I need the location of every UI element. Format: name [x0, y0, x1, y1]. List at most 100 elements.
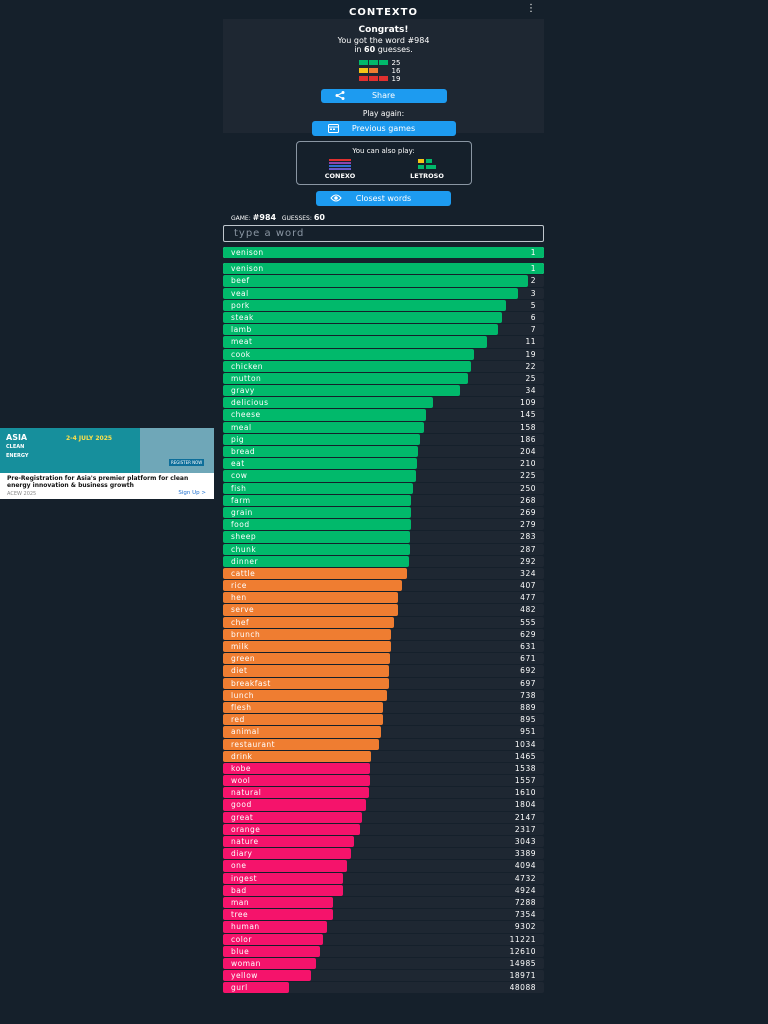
- guess-word: pig: [231, 434, 245, 444]
- guess-row: ingest 4732: [223, 872, 544, 884]
- guess-row: yellow 18971: [223, 970, 544, 982]
- guess-bar: [223, 848, 352, 860]
- guess-row: steak 6: [223, 311, 544, 324]
- guess-word: diet: [231, 666, 248, 676]
- guess-word: veal: [231, 288, 249, 298]
- guess-rank: 324: [520, 568, 536, 578]
- share-label: Share: [371, 90, 396, 100]
- guess-row: chunk 287: [223, 543, 544, 555]
- guess-word: ingest: [231, 873, 258, 883]
- guess-word: great: [231, 812, 254, 822]
- guess-row: cow 225: [223, 470, 544, 482]
- ad-banner-image[interactable]: ASIA CLEAN ENERGY 2-4 JULY 2025 REGISTER…: [0, 428, 214, 473]
- guess-row: lamb 7: [223, 324, 544, 336]
- calendar-icon: [327, 124, 339, 133]
- guess-bar: [223, 263, 544, 275]
- guess-bar: [223, 775, 370, 787]
- guess-bar: [223, 421, 425, 433]
- share-icon: [335, 90, 344, 100]
- guess-row: venison 1: [223, 263, 544, 275]
- word-input[interactable]: type a word: [223, 225, 544, 242]
- ad-dates: 2-4 JULY 2025: [66, 435, 113, 442]
- result-stats: 25 16 19: [358, 59, 409, 83]
- guess-row: beef 2: [223, 275, 544, 287]
- guess-bar: [223, 823, 361, 835]
- ad-panel[interactable]: ASIA CLEAN ENERGY 2-4 JULY 2025 REGISTER…: [0, 428, 214, 499]
- share-button[interactable]: Share: [320, 88, 447, 103]
- guess-row: serve 482: [223, 604, 544, 616]
- guess-word: bad: [231, 885, 247, 895]
- game-link-conexo[interactable]: CONEXO: [310, 158, 370, 180]
- guess-rank: 1465: [514, 751, 536, 761]
- guess-bar: [223, 933, 323, 945]
- closest-words-button[interactable]: Closest words: [316, 191, 451, 206]
- guess-rank: 34: [525, 386, 536, 396]
- guess-word: rice: [231, 581, 247, 591]
- guess-rank: 1: [530, 264, 536, 274]
- guess-rank: 145: [520, 410, 536, 420]
- last-guess-row: venison 1: [223, 247, 544, 259]
- guess-bar: [223, 726, 382, 738]
- guess-word: woman: [231, 958, 261, 968]
- guess-row: animal 951: [223, 726, 544, 738]
- guess-list: venison 1 beef 2 veal 3 pork 5 steak 6 lamb 7 meat 11…: [223, 263, 544, 994]
- guess-bar: [223, 531, 411, 543]
- guess-row: cattle 324: [223, 567, 544, 580]
- guess-bar: [223, 787, 369, 799]
- guess-rank: 4094: [514, 861, 536, 871]
- guess-row: man 7288: [223, 896, 544, 909]
- guess-word: grain: [231, 507, 253, 517]
- guess-bar: [223, 750, 372, 762]
- guess-word: kobe: [231, 763, 252, 773]
- guess-word: orange: [231, 824, 261, 834]
- guess-word: chunk: [231, 544, 257, 554]
- guess-rank: 3389: [514, 849, 536, 859]
- result-title: Congrats!: [358, 25, 409, 35]
- last-guess-word: venison: [231, 248, 264, 257]
- guess-rank: 279: [520, 520, 536, 530]
- guess-bar: [223, 543, 410, 555]
- guess-bar: [223, 409, 427, 421]
- ad-cta-link[interactable]: Sign Up >: [178, 490, 206, 496]
- guess-word: meal: [231, 422, 252, 432]
- guess-word: venison: [231, 264, 264, 274]
- guess-bar: [223, 811, 363, 823]
- guess-bar: [223, 689, 388, 701]
- conexo-logo-icon: [329, 159, 351, 170]
- guess-bar: [223, 519, 411, 531]
- guess-rank: 7354: [514, 910, 536, 920]
- guess-rank: 951: [520, 727, 536, 737]
- guess-rank: 287: [520, 544, 536, 554]
- stat-pink: 19: [358, 75, 409, 83]
- guess-word: one: [231, 861, 247, 871]
- guess-row: dinner 292: [223, 555, 544, 567]
- guess-rank: 250: [520, 483, 536, 493]
- guess-bar: [223, 360, 471, 372]
- green-square-icon: [368, 60, 378, 65]
- guess-bar: [223, 738, 380, 750]
- guess-rank: 1610: [514, 788, 536, 798]
- previous-games-button[interactable]: Previous games: [311, 121, 456, 136]
- guess-rank: 3: [530, 288, 536, 298]
- ad-headline[interactable]: Pre-Registration for Asia's premier plat…: [7, 475, 189, 489]
- ad-register-button[interactable]: REGISTER NOW: [169, 459, 205, 466]
- guess-bar: [223, 275, 528, 287]
- guess-bar: [223, 872, 344, 884]
- guess-word: good: [231, 800, 252, 810]
- guess-row: color 11221: [223, 933, 544, 945]
- guess-rank: 225: [520, 471, 536, 481]
- guess-rank: 292: [520, 556, 536, 566]
- guess-bar: [223, 921, 328, 933]
- guess-word: lunch: [231, 690, 254, 700]
- guess-word: drink: [231, 751, 253, 761]
- guess-row: red 895: [223, 714, 544, 726]
- play-again-label: Play again:: [362, 108, 405, 118]
- menu-icon[interactable]: ⋮: [526, 3, 536, 14]
- guess-word: color: [231, 934, 252, 944]
- guess-bar: [223, 348, 475, 360]
- game-link-letroso[interactable]: LETROSO: [397, 158, 457, 180]
- red-square-icon: [378, 76, 388, 81]
- game-number: #984: [252, 213, 277, 222]
- guess-bar: [223, 665, 389, 677]
- guess-word: steak: [231, 312, 254, 322]
